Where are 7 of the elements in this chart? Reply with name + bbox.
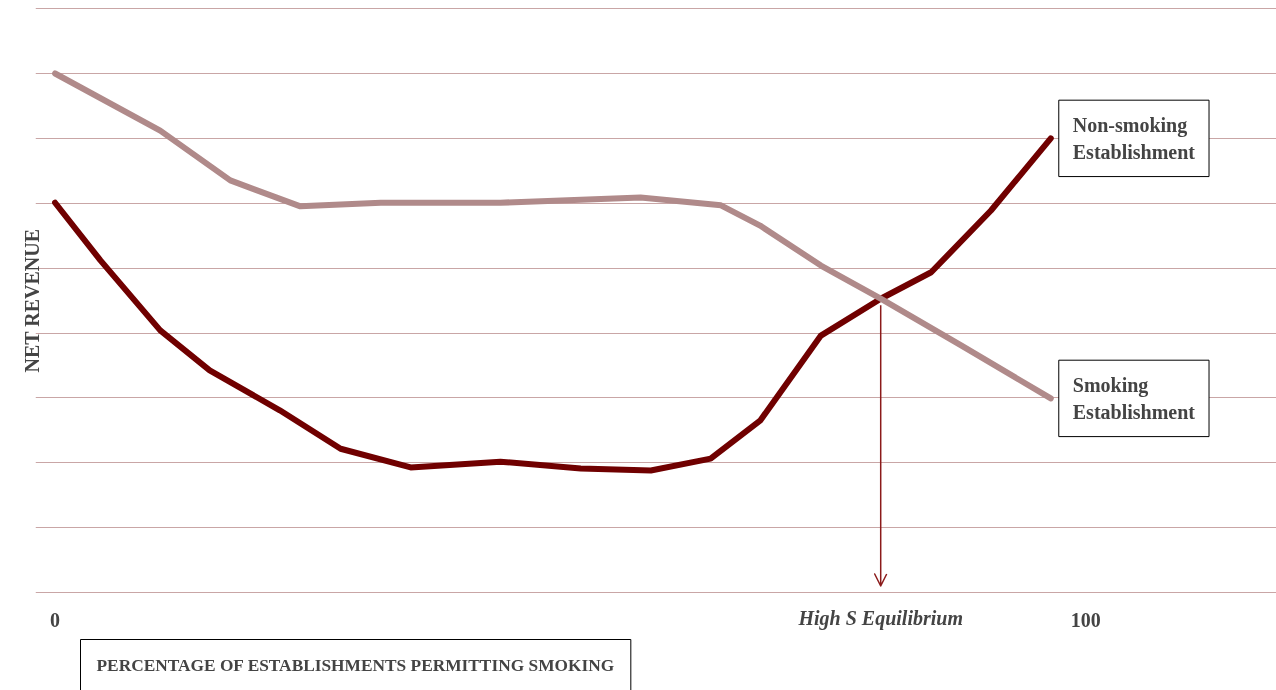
series-label: Non-smoking Establishment	[1072, 114, 1196, 163]
y-axis-title: NET REVENUE	[20, 228, 43, 373]
ref-line-label: High S Equilibrium	[797, 606, 963, 630]
x-axis-title: PERCENTAGE OF ESTABLISHMENTS PERMITTING SMOKING	[96, 655, 615, 675]
series-label: Smoking Establishment	[1072, 374, 1196, 423]
x-tick-label: 100	[1070, 608, 1101, 631]
x-tick-label: 0	[50, 608, 61, 631]
